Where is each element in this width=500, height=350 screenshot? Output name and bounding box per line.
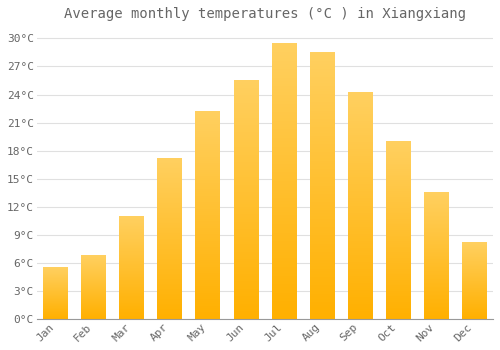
Title: Average monthly temperatures (°C ) in Xiangxiang: Average monthly temperatures (°C ) in Xi… [64,7,466,21]
